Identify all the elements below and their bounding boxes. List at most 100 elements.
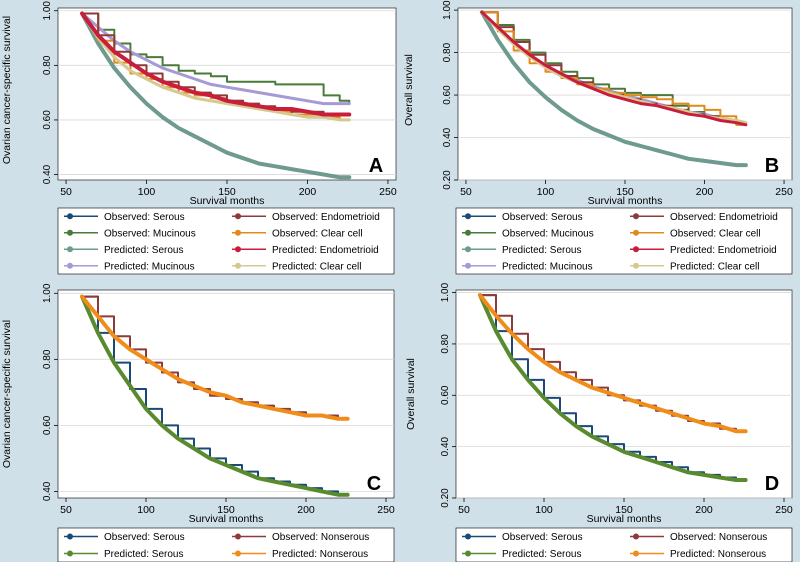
y-tick-label: 0.80: [440, 334, 451, 354]
panel-d: 0.20 0.40 0.60 0.80 1.00 50 100 150 200 250 Surviv…: [405, 282, 793, 562]
x-tick-label: 100: [137, 504, 155, 516]
y-tick-label: 0.80: [42, 349, 53, 369]
series-line: [81, 295, 349, 420]
x-tick-label: 250: [775, 186, 793, 198]
legend-swatch-marker: [633, 213, 639, 220]
y-axis-label: Ovarian cancer-specific survival: [1, 320, 13, 468]
legend-swatch-marker: [633, 533, 639, 540]
x-tick-label: 250: [775, 504, 793, 516]
legend-swatch-marker: [633, 550, 639, 557]
legend-swatch-marker: [235, 213, 241, 220]
legend-label: Predicted: Serous: [104, 549, 184, 560]
legend-label: Observed: Serous: [502, 212, 583, 223]
legend-label: Predicted: Nonserous: [670, 549, 766, 560]
y-tick-label: 0.40: [442, 127, 453, 147]
legend-label: Predicted: Clear cell: [670, 261, 759, 272]
legend-label: Predicted: Nonserous: [272, 549, 368, 560]
x-tick-label: 100: [537, 186, 555, 198]
series-line: [478, 293, 748, 434]
legend-label: Observed: Serous: [502, 532, 583, 543]
x-tick-label: 150: [615, 504, 633, 516]
y-tick-label: 0.20: [440, 488, 451, 508]
series-line: [80, 11, 352, 117]
legend-swatch-marker: [465, 246, 471, 253]
series-line: [80, 11, 352, 180]
legend-swatch-marker: [67, 262, 73, 269]
legend-label: Predicted: Mucinous: [104, 261, 195, 272]
series-line: [81, 12, 351, 105]
legend-swatch-marker: [67, 213, 73, 220]
legend-swatch-marker: [465, 262, 471, 269]
legend-label: Observed: Mucinous: [104, 228, 196, 239]
legend-swatch-marker: [633, 229, 639, 236]
legend-swatch-marker: [633, 246, 639, 253]
series-line: [80, 12, 351, 122]
legend-box: [57, 527, 395, 562]
legend-label: Predicted: Serous: [502, 245, 582, 256]
legend-swatch-marker: [235, 246, 241, 253]
y-tick-label: 0.40: [440, 436, 451, 456]
y-axis-label: Ovarian cancer-specific survival: [1, 16, 13, 164]
panel-a: 0.40 0.60 0.80 1.00 50 100 150 200 250 Survival m…: [1, 1, 397, 275]
y-tick-label: 0.40: [42, 481, 53, 501]
legend-label: Predicted: Mucinous: [502, 261, 593, 272]
panel-b: 0.20 0.40 0.60 0.80 1.00 50 100 150 200 250 Surviv…: [403, 0, 793, 275]
legend-label: Observed: Endometrioid: [272, 212, 380, 223]
legend-label: Predicted: Serous: [104, 245, 184, 256]
panel-c: 0.40 0.60 0.80 1.00 50 100 150 200 250 Survival m…: [1, 283, 395, 562]
legend-label: Observed: Nonserous: [670, 532, 767, 543]
y-tick-label: 1.00: [440, 282, 451, 302]
panel-letter: A: [369, 155, 383, 177]
plot-area: [455, 289, 793, 499]
legend-label: Observed: Serous: [104, 212, 185, 223]
legend-swatch-marker: [465, 213, 471, 220]
x-tick-label: 250: [377, 504, 395, 516]
legend-swatch-marker: [633, 262, 639, 269]
y-tick-label: 0.60: [440, 385, 451, 405]
x-tick-label: 100: [535, 504, 553, 516]
x-tick-label: 150: [217, 504, 235, 516]
legend-swatch-marker: [67, 229, 73, 236]
y-tick-label: 0.20: [442, 170, 453, 190]
y-tick-label: 0.60: [42, 110, 53, 130]
series-line: [480, 10, 748, 127]
x-axis-label: Survival months: [190, 195, 265, 207]
x-tick-label: 200: [297, 504, 315, 516]
y-axis-label: Overall survival: [405, 358, 417, 430]
legend-label: Observed: Endometrioid: [670, 212, 778, 223]
panel-letter: B: [765, 155, 779, 177]
legend-label: Observed: Serous: [104, 532, 185, 543]
x-tick-label: 50: [60, 504, 72, 516]
x-tick-label: 150: [616, 186, 634, 198]
x-axis-label: Survival months: [189, 513, 264, 525]
legend-box: [455, 207, 793, 275]
series-line: [80, 294, 350, 421]
x-tick-label: 100: [138, 186, 156, 198]
series-line: [80, 294, 350, 497]
legend-label: Predicted: Endometrioid: [670, 245, 777, 256]
panel-letter: D: [765, 473, 779, 495]
y-tick-label: 0.60: [442, 85, 453, 105]
legend-label: Observed: Nonserous: [272, 532, 369, 543]
legend-label: Predicted: Clear cell: [272, 261, 361, 272]
series-line: [479, 10, 748, 168]
x-tick-label: 200: [299, 186, 317, 198]
panel-letter: C: [367, 473, 381, 495]
y-tick-label: 0.60: [42, 415, 53, 435]
x-tick-label: 250: [379, 186, 397, 198]
x-tick-label: 50: [60, 186, 72, 198]
legend-label: Observed: Clear cell: [272, 228, 363, 239]
legend-swatch-marker: [235, 229, 241, 236]
legend-label: Predicted: Serous: [502, 549, 582, 560]
legend-swatch-marker: [235, 262, 241, 269]
y-axis-label: Overall survival: [403, 54, 415, 126]
x-axis-label: Survival months: [587, 513, 662, 525]
legend-swatch-marker: [67, 533, 73, 540]
x-tick-label: 150: [218, 186, 236, 198]
y-tick-label: 1.00: [42, 1, 53, 21]
x-tick-label: 200: [696, 186, 714, 198]
series-line: [80, 12, 351, 106]
legend-label: Observed: Mucinous: [502, 228, 594, 239]
x-tick-label: 50: [460, 186, 472, 198]
